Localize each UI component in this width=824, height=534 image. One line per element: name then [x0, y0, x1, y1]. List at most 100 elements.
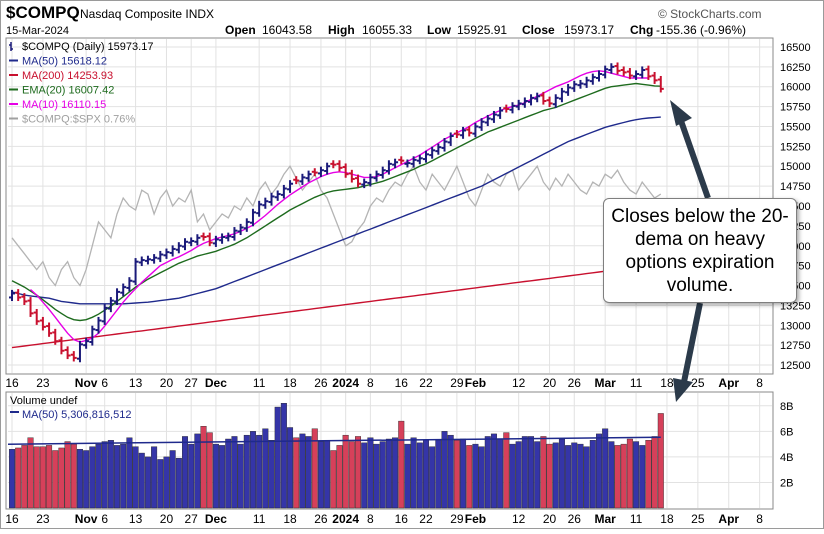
volume-bar: [101, 441, 108, 509]
date-tick-label: 6: [101, 512, 108, 526]
volume-bar: [182, 436, 188, 509]
date-tick-label: Mar: [594, 512, 616, 526]
volume-bar: [52, 450, 59, 509]
volume-bar: [367, 437, 374, 509]
volume-bar: [27, 437, 34, 509]
close-label: Close: [522, 23, 555, 37]
volume-bar: [188, 443, 195, 509]
volume-bar: [15, 447, 22, 509]
volume-bar: [571, 442, 578, 509]
ohlc-bar: [595, 70, 602, 82]
volume-bar: [657, 413, 664, 509]
series-line--compq-spx: [11, 164, 662, 287]
volume-bar: [107, 440, 114, 509]
date-tick-label: 16: [5, 512, 19, 526]
date-tick-label: 8: [756, 376, 763, 390]
ohlc-bar: [484, 114, 491, 127]
ohlc-bar: [95, 316, 102, 334]
ohlc-bar: [114, 288, 121, 306]
volume-bar: [558, 438, 565, 509]
volume-bar: [422, 440, 429, 509]
ohlc-bar: [558, 87, 565, 103]
date-tick-label: 26: [314, 376, 328, 390]
volume-bar: [540, 436, 547, 509]
date-tick-label: 16: [395, 512, 409, 526]
volume-bar: [546, 443, 553, 509]
ohlc-bar: [589, 73, 596, 85]
volume-bar: [163, 456, 170, 509]
chg-label: Chg: [630, 23, 653, 37]
price-tick-label: 16000: [780, 82, 811, 94]
legend: $COMPQ (Daily) 15973.17 MA(50) 15618.12 MA…: [9, 41, 153, 126]
volume-bar: [589, 440, 596, 509]
price-tick-label: 16500: [780, 42, 811, 54]
date-tick-label: 18: [283, 512, 297, 526]
ohlc-bar: [138, 256, 145, 267]
date-tick-label: 26: [314, 512, 328, 526]
arrow-down-shaft: [681, 302, 703, 383]
price-tick-label: 14750: [780, 181, 811, 193]
volume-bar: [429, 446, 436, 509]
ohlc-bar: [651, 72, 658, 84]
volume-bar: [435, 440, 442, 509]
ohlc-bar: [330, 160, 337, 169]
volume-bar: [200, 426, 207, 509]
legend-swatch: [9, 103, 18, 105]
volume-bar: [645, 440, 652, 509]
volume-bar: [608, 441, 615, 509]
ohlc-bar: [521, 97, 528, 108]
ohlc-bar: [552, 94, 559, 108]
ohlc-bar: [639, 66, 646, 79]
date-tick-label: 25: [691, 512, 705, 526]
volume-bar: [385, 438, 392, 509]
date-tick-label: Feb: [465, 512, 486, 526]
volume-bar: [478, 446, 485, 509]
volume-bar: [311, 428, 318, 509]
ohlc-bar: [645, 65, 652, 80]
date-tick-label: 26: [568, 376, 582, 390]
legend-swatch: [9, 59, 18, 62]
price-tick-label: 12750: [780, 340, 811, 352]
date-tick-label: 29: [450, 512, 464, 526]
legend-swatch: [9, 117, 18, 120]
ohlc-bar: [626, 68, 633, 80]
volume-bar: [497, 438, 504, 509]
ohlc-bar: [373, 170, 380, 182]
ohlc-bar: [305, 170, 312, 182]
legend-ohlc-icon: [9, 42, 13, 51]
date-tick-label: 2024: [332, 376, 359, 390]
volume-bar: [268, 440, 275, 509]
ohlc-bar: [614, 62, 621, 75]
volume-bar: [120, 443, 127, 509]
ohlc-bar: [21, 293, 28, 306]
date-tick-label: 2024: [332, 512, 359, 526]
ohlc-bar: [46, 322, 53, 337]
ohlc-bar: [404, 159, 411, 168]
date-tick-label: 18: [660, 376, 674, 390]
ohlc-bar: [398, 156, 405, 165]
ohlc-bar: [274, 190, 281, 201]
ohlc-bar: [317, 166, 324, 177]
volume-bar: [515, 441, 522, 509]
volume-bar: [237, 443, 244, 509]
ohlc-bar: [243, 218, 250, 232]
volume-bar: [144, 456, 151, 509]
volume-bar: [552, 442, 559, 509]
close-value: 15973.17: [564, 23, 614, 37]
ohlc-bar: [311, 168, 318, 177]
ohlc-bar: [169, 245, 176, 257]
ohlc-bar: [608, 63, 615, 74]
ohlc-bar: [441, 138, 448, 152]
volume-bar: [293, 437, 300, 509]
date-tick-label: Feb: [465, 376, 486, 390]
volume-bar: [262, 428, 269, 509]
date-tick-label: 20: [160, 376, 174, 390]
high-value: 16055.33: [362, 23, 412, 37]
ohlc-summary: Open 16043.58 High 16055.33 Low 15925.91…: [225, 23, 746, 37]
ohlc-bar: [107, 297, 114, 313]
date-tick-label: 20: [543, 376, 557, 390]
ohlc-bar: [256, 200, 263, 217]
date-tick-label: 23: [36, 512, 50, 526]
open-value: 16043.58: [262, 23, 312, 37]
ohlc-bar: [299, 173, 306, 185]
